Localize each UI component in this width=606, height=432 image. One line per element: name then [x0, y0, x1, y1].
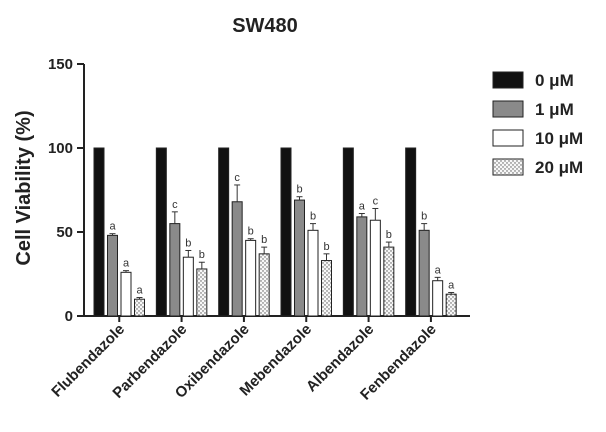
- y-tick-label: 50: [56, 224, 73, 241]
- bar: [383, 246, 395, 317]
- bar: [245, 239, 257, 317]
- significance-label: a: [123, 258, 130, 270]
- legend-swatch: [492, 71, 524, 89]
- bar: [196, 268, 208, 317]
- y-tick-label: 150: [48, 56, 73, 73]
- bar: [356, 216, 368, 317]
- bar: [321, 260, 332, 317]
- bar: [445, 293, 457, 317]
- category-labels: FlubendazoleParbendazoleOxibendazoleMebe…: [48, 321, 439, 404]
- significance-label: b: [185, 237, 191, 249]
- significance-label: b: [323, 241, 329, 253]
- bar: [107, 234, 118, 317]
- significance-label: c: [172, 199, 178, 211]
- significance-label: b: [296, 184, 302, 196]
- bar: [155, 147, 167, 317]
- bar: [405, 147, 417, 317]
- legend-label: 0 μM: [535, 71, 574, 90]
- bar: [432, 280, 444, 317]
- y-tick-label: 100: [48, 140, 73, 157]
- y-tick-label: 0: [65, 308, 73, 325]
- significance-label: c: [373, 195, 379, 207]
- significance-label: a: [435, 264, 442, 276]
- bar: [93, 147, 105, 317]
- bar: [120, 271, 132, 317]
- bar: [342, 147, 354, 317]
- bar: [231, 201, 243, 317]
- axes: 0 50 100 150: [48, 56, 470, 325]
- significance-label: b: [421, 211, 427, 223]
- y-axis-label: Cell Viability (%): [13, 110, 35, 265]
- bar: [418, 229, 430, 317]
- legend-swatch: [492, 129, 524, 147]
- significance-label: a: [448, 279, 455, 291]
- chart-title: SW480: [232, 15, 298, 37]
- legend-label: 20 μM: [535, 158, 583, 177]
- significance-label: b: [386, 229, 392, 241]
- significance-label: b: [248, 226, 254, 238]
- legend: 0 μM 1 μM 10 μM 20 μM: [492, 71, 583, 177]
- bar: [134, 298, 145, 317]
- legend-label: 1 μM: [535, 100, 574, 119]
- bar: [218, 147, 230, 317]
- significance-label: b: [310, 211, 316, 223]
- bar: [258, 253, 270, 317]
- bar: [307, 229, 319, 317]
- significance-label: b: [261, 234, 267, 246]
- significance-label: a: [136, 285, 143, 297]
- bar: [182, 256, 194, 317]
- legend-swatch: [492, 158, 524, 176]
- bar: [280, 147, 292, 317]
- legend-label: 10 μM: [535, 129, 583, 148]
- significance-label: a: [359, 201, 366, 213]
- significance-label: c: [234, 172, 240, 184]
- legend-swatch: [492, 100, 524, 118]
- bar: [169, 223, 181, 317]
- significance-label: a: [109, 221, 116, 233]
- bar: [294, 199, 305, 317]
- bar: [369, 219, 381, 317]
- significance-label: b: [199, 249, 205, 261]
